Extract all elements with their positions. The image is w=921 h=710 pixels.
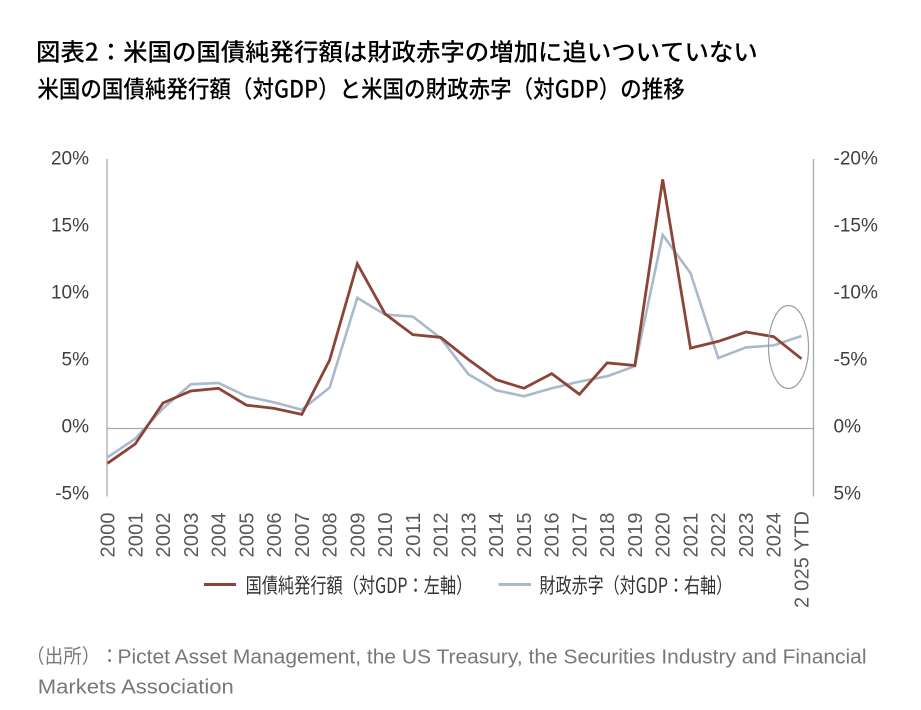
svg-text:2002: 2002 (153, 513, 175, 558)
svg-text:2008: 2008 (320, 513, 342, 558)
svg-text:Pictet Asset Management, the U: Pictet Asset Management, the US Treasury… (118, 646, 867, 669)
svg-text:5%: 5% (834, 484, 862, 505)
svg-text:-10%: -10% (834, 283, 878, 304)
svg-text:2003: 2003 (181, 513, 203, 558)
svg-text:2014: 2014 (486, 513, 508, 558)
svg-text:20%: 20% (51, 149, 89, 170)
svg-text:2006: 2006 (264, 513, 286, 558)
svg-text:-15%: -15% (834, 216, 878, 237)
svg-text:2015: 2015 (514, 513, 536, 558)
svg-text:2023: 2023 (736, 513, 758, 558)
svg-text:5%: 5% (62, 350, 90, 371)
svg-text:15%: 15% (51, 216, 89, 237)
svg-text:2001: 2001 (125, 513, 147, 558)
svg-text:2013: 2013 (458, 513, 480, 558)
svg-text:2012: 2012 (431, 513, 453, 558)
svg-text:2007: 2007 (292, 513, 314, 558)
svg-text:2020: 2020 (653, 513, 675, 558)
svg-text:2011: 2011 (403, 513, 425, 558)
svg-text:2010: 2010 (375, 513, 397, 558)
svg-text:-20%: -20% (834, 149, 878, 170)
svg-text:2016: 2016 (542, 513, 564, 558)
svg-text:0%: 0% (834, 417, 862, 438)
svg-text:2009: 2009 (347, 513, 369, 558)
svg-text:2017: 2017 (569, 513, 591, 558)
svg-text:2019: 2019 (625, 513, 647, 558)
svg-text:2000: 2000 (98, 513, 120, 558)
svg-text:2021: 2021 (681, 513, 703, 558)
svg-text:2022: 2022 (708, 513, 730, 558)
svg-text:2024: 2024 (764, 513, 786, 558)
svg-text:Markets Association: Markets Association (38, 676, 234, 699)
svg-text:-5%: -5% (55, 484, 89, 505)
svg-text:-5%: -5% (834, 350, 868, 371)
svg-text:10%: 10% (51, 283, 89, 304)
svg-text:2 025 YTD: 2 025 YTD (792, 511, 814, 608)
svg-text:2018: 2018 (597, 513, 619, 558)
svg-text:2004: 2004 (209, 513, 231, 558)
svg-text:2005: 2005 (236, 513, 258, 558)
svg-text:0%: 0% (62, 417, 90, 438)
